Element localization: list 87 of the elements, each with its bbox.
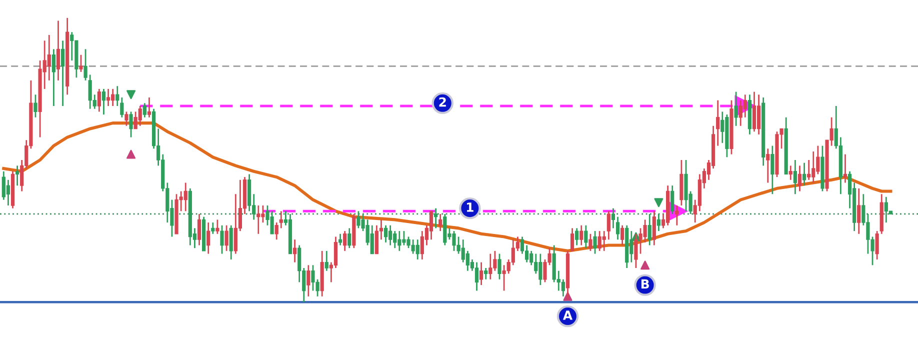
candlestick <box>292 238 297 263</box>
candlestick <box>498 253 502 280</box>
candlestick <box>116 85 120 107</box>
candlestick <box>279 210 283 229</box>
candlestick <box>206 222 210 254</box>
candlestick <box>129 110 133 138</box>
candlestick <box>84 48 88 82</box>
candlestick <box>575 228 579 246</box>
series-label: A <box>562 310 572 320</box>
candlestick <box>216 218 220 235</box>
candlestick <box>334 236 338 269</box>
candlestick <box>211 222 215 235</box>
candlestick <box>770 145 774 195</box>
point <box>126 90 136 100</box>
candlestick <box>734 91 738 127</box>
candlestick <box>488 253 492 280</box>
candlestick <box>743 94 747 118</box>
candlestick <box>47 34 51 82</box>
candlestick <box>138 105 142 127</box>
candlestick <box>52 48 56 107</box>
candlestick <box>766 148 770 184</box>
candlestick <box>620 224 624 246</box>
candlestick <box>580 224 584 246</box>
candlestick <box>484 267 488 280</box>
candlestick <box>142 102 146 118</box>
candlestick <box>224 224 228 252</box>
candlestick <box>616 216 620 240</box>
candlestick <box>843 154 848 184</box>
point <box>126 150 136 159</box>
candlestick <box>788 164 792 181</box>
candlestick <box>343 230 347 252</box>
series-label: 2 <box>439 97 446 107</box>
candlestick <box>256 204 260 235</box>
candlestick <box>348 228 352 249</box>
candlestick <box>802 162 806 186</box>
candlestick <box>120 96 124 118</box>
candlestick <box>670 184 674 215</box>
candlestick <box>606 210 610 240</box>
candlestick <box>6 179 10 206</box>
candlestick <box>584 224 588 249</box>
candlestick <box>602 230 606 252</box>
candlestick <box>756 94 761 136</box>
candlestick <box>588 233 592 252</box>
candlestick <box>274 222 278 240</box>
candlestick <box>438 213 442 232</box>
candlestick <box>220 224 224 254</box>
candlestick <box>106 88 110 107</box>
candlestick <box>324 250 328 272</box>
candlestick <box>434 208 438 229</box>
candlestick <box>479 262 484 286</box>
candlestick <box>97 88 101 112</box>
candlestick <box>675 204 679 226</box>
candlestick <box>147 96 152 118</box>
candlestick <box>79 54 83 73</box>
candlestick <box>593 230 597 254</box>
candlestick <box>56 20 60 82</box>
candlestick <box>384 224 388 244</box>
candlestick <box>429 210 434 240</box>
candlestick <box>416 238 420 260</box>
candlestick <box>875 230 879 260</box>
series-label: B <box>641 279 649 288</box>
candlestick <box>798 164 802 192</box>
candlestick <box>752 91 756 132</box>
candlestick <box>474 262 479 292</box>
series-label: 1 <box>466 202 474 212</box>
candlestick <box>611 208 616 229</box>
candlestick <box>656 213 661 232</box>
candlestick <box>34 94 38 118</box>
candlestick <box>229 224 233 260</box>
candlestick <box>60 40 65 107</box>
candlestick <box>124 110 128 127</box>
candlestick <box>857 188 861 235</box>
point <box>640 260 650 270</box>
candlestick <box>338 233 342 246</box>
candlestick <box>807 159 811 181</box>
candlestick <box>793 159 797 195</box>
point <box>654 198 664 208</box>
candlestick <box>197 213 202 246</box>
candlestick <box>102 88 106 116</box>
candlestick <box>561 278 565 298</box>
candlestick <box>648 213 652 246</box>
candlestick <box>15 164 20 186</box>
candlestick <box>370 224 374 254</box>
candlestick <box>306 264 310 298</box>
candlestick <box>652 210 656 246</box>
candlestick <box>570 228 574 252</box>
candlestick <box>716 100 720 146</box>
